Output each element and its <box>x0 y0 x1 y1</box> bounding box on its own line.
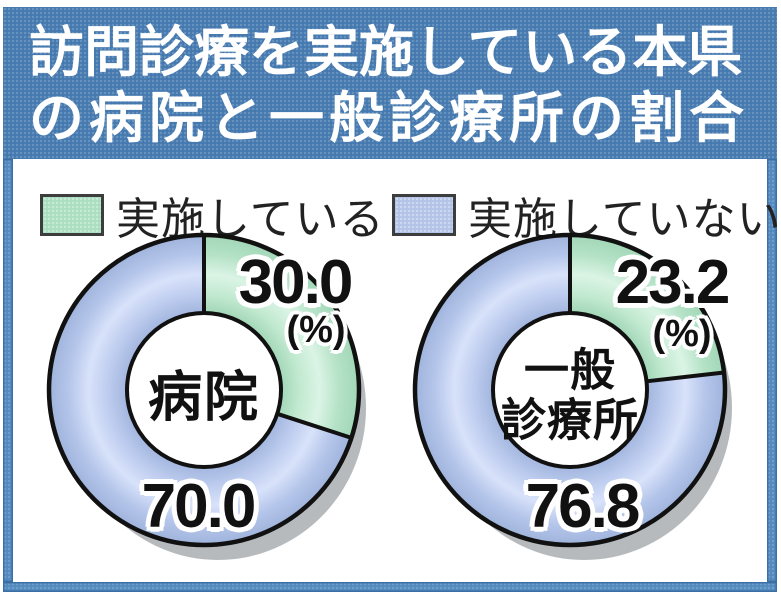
frame-border-left <box>3 159 13 582</box>
legend-swatch-implementing <box>40 194 104 236</box>
donut-chart-hospital <box>46 232 366 560</box>
page-title-line1: 訪問診療を実施している本県 <box>29 21 743 83</box>
value-label-hospital-not-implementing: 70.0 <box>141 472 257 541</box>
donut-chart-clinic <box>412 232 732 560</box>
frame-border-right <box>767 159 777 582</box>
legend-label-not-implementing: 実施していない <box>468 195 781 244</box>
divider-end <box>646 370 725 384</box>
slice-implementing <box>204 235 359 438</box>
slice-implementing <box>570 235 725 382</box>
title-band: 訪問診療を実施している本県 の病院と一般診療所の割合 <box>3 7 777 159</box>
value-label-clinic-implementing: 23.2 <box>615 248 731 317</box>
legend-item-implementing: 実施している <box>40 183 385 247</box>
center-label-clinic-line1: 一般 <box>523 344 617 396</box>
center-label-clinic-line2: 診療所 <box>500 395 640 446</box>
value-label-clinic-not-implementing: 76.8 <box>525 472 641 541</box>
frame-border-bottom <box>3 582 777 592</box>
unit-label-clinic: (%) <box>652 313 712 355</box>
page-title-line2: の病院と一般診療所の割合 <box>29 87 750 149</box>
center-label-clinic: 一般 診療所 <box>500 344 640 447</box>
unit-label-hospital: (%) <box>286 309 346 351</box>
legend-swatch-not-implementing <box>392 194 456 236</box>
center-label-hospital: 病院 <box>148 367 260 428</box>
legend-item-not-implementing: 実施していない <box>392 183 781 247</box>
divider-end <box>276 411 353 440</box>
legend-label-implementing: 実施している <box>116 195 385 244</box>
value-label-hospital-implementing: 30.0 <box>238 248 354 317</box>
